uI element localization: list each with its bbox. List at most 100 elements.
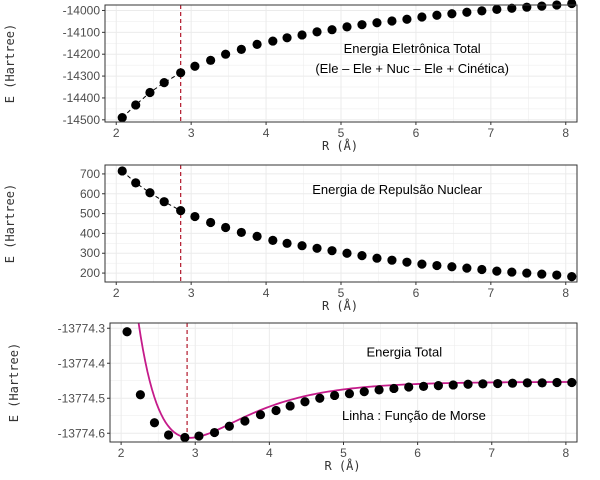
data-point bbox=[282, 238, 292, 248]
data-point bbox=[387, 255, 397, 265]
data-point bbox=[462, 263, 472, 273]
data-point bbox=[255, 410, 266, 420]
data-point bbox=[297, 30, 307, 40]
x-tick-label: 4 bbox=[263, 126, 270, 140]
data-point bbox=[131, 178, 141, 188]
data-point bbox=[135, 390, 145, 400]
data-point bbox=[402, 257, 412, 267]
data-point bbox=[447, 262, 457, 272]
y-tick-label: 500 bbox=[80, 207, 100, 221]
data-point bbox=[327, 25, 337, 35]
data-point bbox=[145, 188, 155, 198]
y-tick-label: -14200 bbox=[63, 47, 101, 61]
annotation-text: (Ele – Ele + Nuc – Ele + Cinética) bbox=[315, 61, 509, 76]
data-point bbox=[402, 14, 412, 24]
data-point bbox=[117, 113, 127, 123]
data-point bbox=[268, 235, 278, 245]
x-tick-label: 6 bbox=[413, 286, 420, 300]
x-tick-label: 2 bbox=[118, 446, 125, 460]
data-point bbox=[342, 22, 352, 32]
y-tick-label: 200 bbox=[80, 266, 100, 280]
y-tick-label: -13774.6 bbox=[58, 426, 106, 440]
data-point bbox=[252, 39, 262, 49]
data-point bbox=[418, 381, 429, 391]
data-point bbox=[372, 253, 382, 263]
y-tick-label: -14100 bbox=[63, 25, 101, 39]
x-tick-label: 4 bbox=[263, 286, 270, 300]
x-tick-label: 5 bbox=[338, 286, 345, 300]
data-point bbox=[236, 227, 246, 238]
data-point bbox=[567, 377, 577, 388]
data-point bbox=[357, 20, 367, 30]
data-point bbox=[209, 427, 220, 438]
y-axis-title: E (Hartree) bbox=[3, 24, 17, 103]
data-point bbox=[478, 379, 488, 389]
x-tick-label: 6 bbox=[414, 446, 421, 460]
data-point bbox=[432, 10, 442, 20]
panel-nuclear-repulsion: 2 3 4 5 6 7 8 200 300 400 500 600 700 R (Å) E (Hartree… bbox=[3, 164, 578, 313]
data-point bbox=[387, 16, 397, 26]
data-point bbox=[417, 259, 427, 269]
x-tick-label: 6 bbox=[413, 126, 420, 140]
x-axis-title: R (Å) bbox=[322, 298, 358, 313]
data-point bbox=[312, 243, 322, 253]
x-tick-label: 8 bbox=[562, 126, 569, 140]
y-axis-title: E (Hartree) bbox=[7, 343, 21, 422]
data-point bbox=[537, 269, 547, 279]
x-tick-label: 7 bbox=[487, 286, 494, 300]
annotation-text: Energia Total bbox=[366, 344, 442, 359]
data-point bbox=[342, 248, 352, 258]
data-point bbox=[327, 246, 337, 256]
annotation-text: Energia Eletrônica Total bbox=[344, 41, 481, 56]
data-point bbox=[477, 264, 487, 275]
x-tick-label: 8 bbox=[562, 286, 569, 300]
data-point bbox=[236, 44, 246, 54]
x-tick-label: 5 bbox=[340, 446, 347, 460]
data-point bbox=[522, 378, 532, 388]
y-tick-label: -14000 bbox=[63, 3, 101, 17]
data-point bbox=[297, 241, 307, 251]
x-tick-label: 2 bbox=[113, 286, 120, 300]
y-tick-label: 300 bbox=[80, 246, 100, 260]
data-point bbox=[206, 217, 216, 228]
data-point bbox=[462, 7, 472, 17]
x-tick-label: 8 bbox=[563, 446, 570, 460]
data-point bbox=[537, 1, 547, 11]
data-point bbox=[492, 266, 502, 276]
x-tick-label: 7 bbox=[487, 126, 494, 140]
data-point bbox=[374, 385, 384, 395]
x-tick-label: 7 bbox=[488, 446, 495, 460]
data-point bbox=[567, 0, 577, 9]
data-point bbox=[206, 55, 216, 65]
data-point bbox=[131, 100, 141, 110]
data-point bbox=[463, 379, 473, 389]
y-tick-label: -13774.3 bbox=[58, 321, 106, 335]
data-point bbox=[300, 397, 310, 407]
x-tick-label: 3 bbox=[192, 446, 199, 460]
data-point bbox=[122, 327, 132, 337]
data-point bbox=[252, 231, 262, 241]
data-point bbox=[507, 267, 517, 277]
data-point bbox=[359, 387, 369, 397]
x-tick-label: 4 bbox=[266, 446, 273, 460]
data-point bbox=[224, 421, 234, 431]
data-point bbox=[180, 432, 190, 443]
x-tick-label: 5 bbox=[338, 126, 345, 140]
data-point bbox=[507, 3, 517, 13]
data-point bbox=[433, 381, 443, 391]
y-tick-label: -14500 bbox=[63, 113, 101, 127]
x-axis-title: R (Å) bbox=[322, 138, 358, 153]
data-point bbox=[159, 197, 169, 207]
data-point bbox=[176, 206, 186, 216]
data-point bbox=[389, 383, 399, 394]
y-tick-label: -14400 bbox=[63, 91, 101, 105]
data-point bbox=[493, 378, 503, 389]
annotation-text: Linha : Função de Morse bbox=[342, 408, 486, 423]
data-point bbox=[567, 272, 577, 282]
data-point bbox=[221, 222, 231, 233]
data-point bbox=[344, 389, 355, 399]
data-point bbox=[357, 251, 367, 261]
y-tick-label: 600 bbox=[80, 187, 100, 201]
data-point bbox=[268, 36, 278, 46]
